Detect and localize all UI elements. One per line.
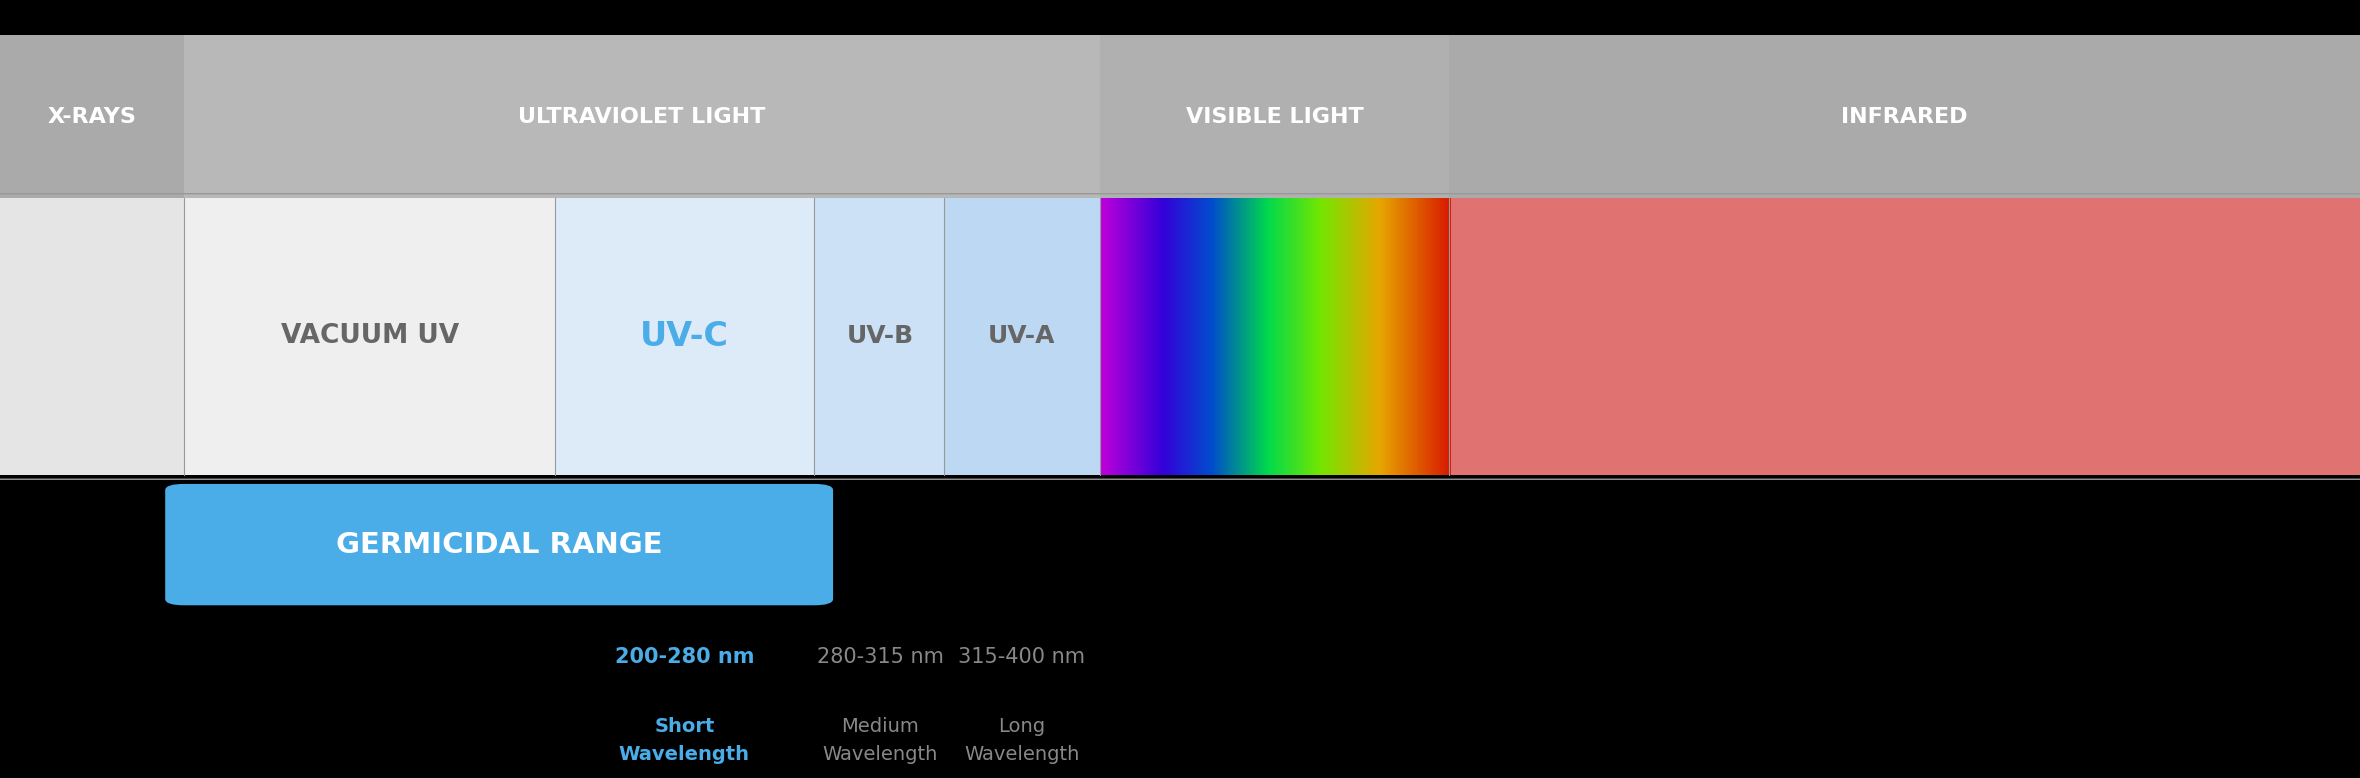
Text: VACUUM UV: VACUUM UV bbox=[281, 324, 460, 349]
Bar bbox=[944, 198, 1100, 475]
Bar bbox=[1449, 35, 2360, 198]
Text: UV-C: UV-C bbox=[640, 320, 729, 353]
Text: GERMICIDAL RANGE: GERMICIDAL RANGE bbox=[335, 531, 663, 559]
Text: UV-A: UV-A bbox=[989, 324, 1055, 349]
Bar bbox=[1449, 198, 2360, 475]
Text: X-RAYS: X-RAYS bbox=[47, 107, 137, 127]
Text: VISIBLE LIGHT: VISIBLE LIGHT bbox=[1185, 107, 1364, 127]
Text: 200-280 nm: 200-280 nm bbox=[614, 647, 755, 668]
Text: Long
Wavelength: Long Wavelength bbox=[965, 717, 1079, 764]
Text: Short
Wavelength: Short Wavelength bbox=[618, 717, 750, 764]
Bar bbox=[184, 198, 555, 475]
Bar bbox=[0, 198, 184, 475]
Bar bbox=[184, 35, 1100, 198]
Text: 280-315 nm: 280-315 nm bbox=[817, 647, 944, 668]
Text: 315-400 nm: 315-400 nm bbox=[958, 647, 1086, 668]
Bar bbox=[814, 198, 944, 475]
Bar bbox=[555, 198, 814, 475]
Bar bbox=[0, 35, 184, 198]
Text: INFRARED: INFRARED bbox=[1841, 107, 1968, 127]
Text: ULTRAVIOLET LIGHT: ULTRAVIOLET LIGHT bbox=[519, 107, 765, 127]
Text: UV-B: UV-B bbox=[847, 324, 913, 349]
FancyBboxPatch shape bbox=[165, 484, 833, 605]
Text: Medium
Wavelength: Medium Wavelength bbox=[824, 717, 937, 764]
Bar bbox=[1100, 35, 1449, 198]
